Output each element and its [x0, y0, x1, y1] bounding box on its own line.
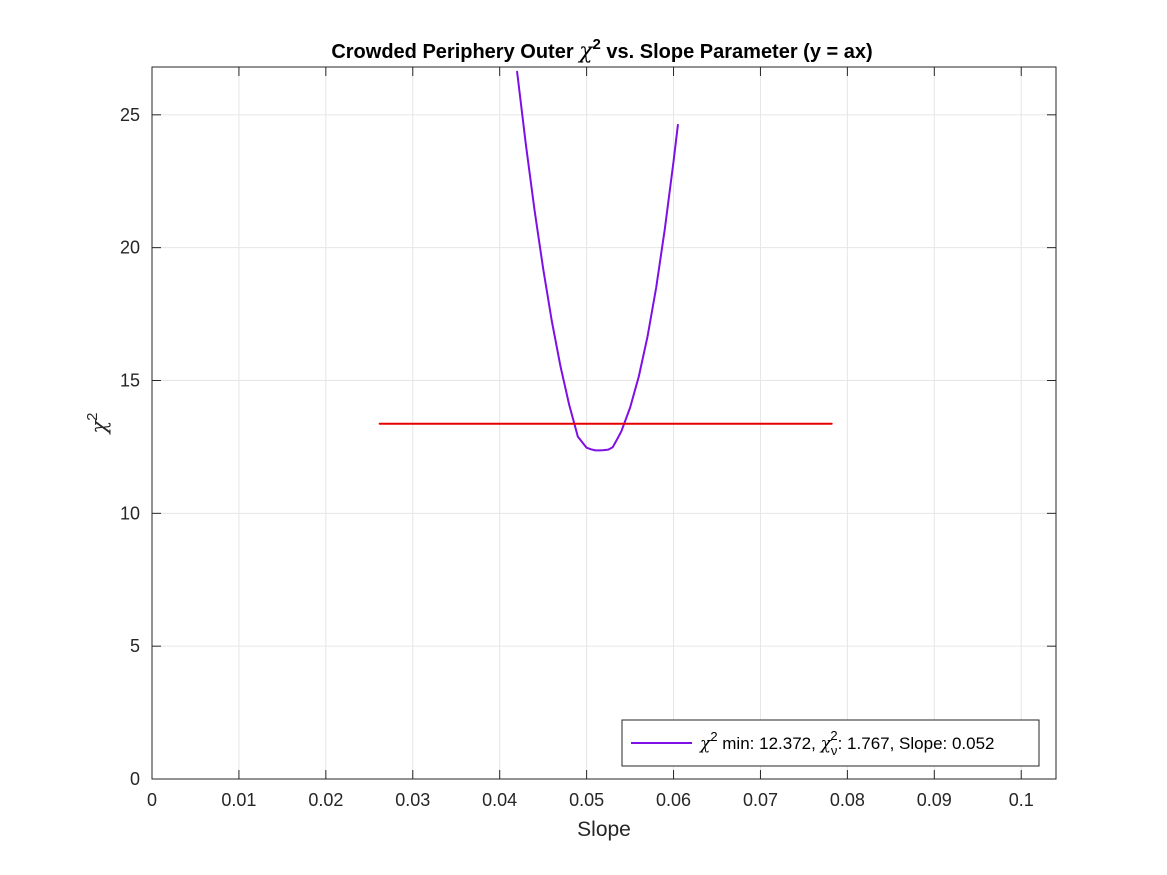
y-tick-label: 25 [120, 105, 140, 125]
legend-chi-sup: 2 [710, 729, 717, 744]
x-tick-label: 0.06 [656, 790, 691, 810]
y-axis-label-sup: 2 [84, 412, 101, 420]
x-tick-label: 0.01 [221, 790, 256, 810]
chart-title-chi: χ [577, 39, 594, 64]
legend-chi: χ [699, 734, 712, 754]
x-tick-label: 0.05 [569, 790, 604, 810]
legend-entry: χ2 min: 12.372, χν2: 1.767, Slope: 0.052 [699, 728, 995, 758]
chart-title-suffix: vs. Slope Parameter (y = ax) [601, 41, 873, 63]
x-tick-label: 0.07 [743, 790, 778, 810]
y-tick-label: 15 [120, 370, 140, 390]
series-layer [378, 70, 833, 452]
x-tick-label: 0 [147, 790, 157, 810]
legend[interactable]: χ2 min: 12.372, χν2: 1.767, Slope: 0.052 [621, 719, 1040, 767]
chart-title-sup: 2 [593, 36, 601, 53]
y-axis-label: χ2 [84, 412, 111, 435]
legend-min: min: 12.372, [718, 734, 821, 753]
legend-reduced: : 1.767, Slope: 0.052 [838, 734, 995, 753]
y-tick-label: 20 [120, 238, 140, 258]
x-axis-label: Slope [577, 818, 631, 841]
x-tick-label: 0.09 [917, 790, 952, 810]
y-tick-label: 10 [120, 503, 140, 523]
x-tick-label: 0.04 [482, 790, 517, 810]
chi-square-curve [516, 70, 679, 452]
axis-ticks: 0 0.01 0.02 0.03 0.04 0.05 0.06 0.07 0.08 0.09 0.1… [120, 67, 1056, 810]
legend-nu-sub: ν [831, 743, 838, 758]
chart-title-prefix: Crowded Periphery Outer [331, 41, 579, 63]
x-tick-label: 0.03 [395, 790, 430, 810]
x-tick-label: 0.08 [830, 790, 865, 810]
plot-frame [151, 66, 1057, 780]
chart-title: Crowded Periphery Outer χ2 vs. Slope Par… [331, 36, 872, 64]
legend-reduced-chi: χ [820, 734, 833, 754]
x-tick-label: 0.02 [308, 790, 343, 810]
y-axis-label-chi: χ [87, 420, 111, 436]
x-tick-label: 0.1 [1009, 790, 1034, 810]
legend-nu-sup: 2 [830, 728, 837, 743]
y-tick-label: 5 [130, 636, 140, 656]
y-tick-label: 0 [130, 769, 140, 789]
